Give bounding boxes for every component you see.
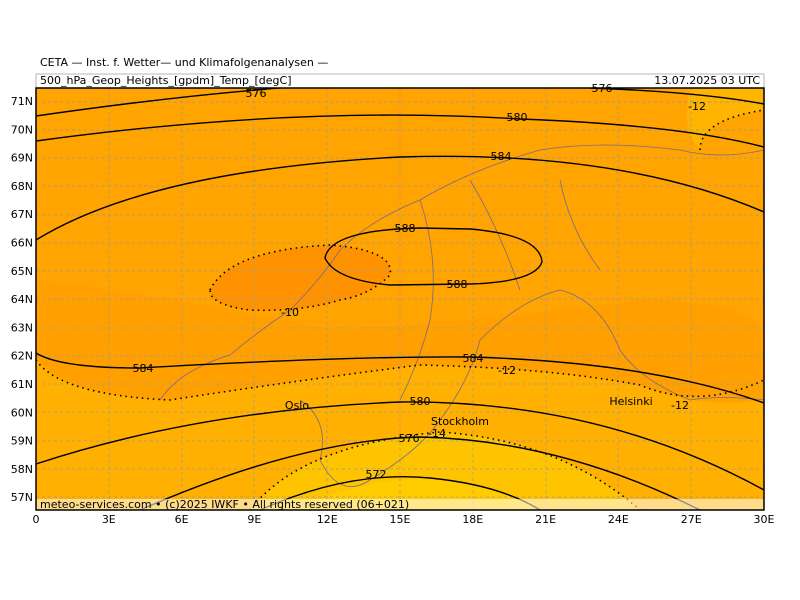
- contour-label: 580: [410, 395, 431, 408]
- lon-label: 0: [33, 513, 40, 526]
- temp-label: -12: [688, 100, 706, 113]
- lat-label: 58N: [11, 463, 33, 476]
- subtitle: 500_hPa_Geop_Heights_[gpdm]_Temp_[degC]: [40, 74, 292, 87]
- temp-label: -10: [281, 306, 299, 319]
- lon-label: 30E: [754, 513, 775, 526]
- contour-label: 572: [366, 468, 387, 481]
- lon-label: 9E: [247, 513, 261, 526]
- city-label: Helsinki: [609, 395, 652, 408]
- title: CETA — Inst. f. Wetter— und Klimafolgena…: [40, 56, 328, 69]
- lat-label: 70N: [11, 123, 33, 136]
- temp-label: -12: [498, 364, 516, 377]
- coastlines: [159, 144, 764, 488]
- city-label: Stockholm: [431, 415, 489, 428]
- temp-label: -14: [428, 427, 446, 440]
- lon-label: 15E: [390, 513, 411, 526]
- lat-label: 68N: [11, 180, 33, 193]
- temp-label: -12: [671, 399, 689, 412]
- lat-label: 59N: [11, 435, 33, 448]
- contour-label: 576: [399, 432, 420, 445]
- city-label: Oslo: [285, 399, 309, 412]
- lon-label: 24E: [608, 513, 629, 526]
- lon-label: 18E: [462, 513, 483, 526]
- contour-label: 588: [395, 222, 416, 235]
- grid: [36, 88, 764, 510]
- contour-label: 576: [246, 87, 267, 100]
- lat-label: 61N: [11, 378, 33, 391]
- contour-label: 584: [463, 352, 484, 365]
- lat-label: 63N: [11, 321, 33, 334]
- contour-label: 576: [592, 82, 613, 95]
- contour-label: 588: [447, 278, 468, 291]
- map: [36, 88, 764, 510]
- lat-label: 57N: [11, 491, 33, 504]
- lon-label: 27E: [681, 513, 702, 526]
- contour-label: 580: [507, 111, 528, 124]
- lon-label: 3E: [102, 513, 116, 526]
- lat-label: 71N: [11, 95, 33, 108]
- footer: meteo-services.com • (c)2025 IWKF • All …: [40, 498, 409, 511]
- lat-label: 65N: [11, 265, 33, 278]
- contour-label: 584: [491, 150, 512, 163]
- date: 13.07.2025 03 UTC: [654, 74, 760, 87]
- lat-label: 69N: [11, 152, 33, 165]
- lon-label: 12E: [317, 513, 338, 526]
- lat-label: 60N: [11, 406, 33, 419]
- lat-label: 66N: [11, 237, 33, 250]
- lon-label: 6E: [175, 513, 189, 526]
- lat-label: 67N: [11, 208, 33, 221]
- lon-label: 21E: [535, 513, 556, 526]
- lat-label: 64N: [11, 293, 33, 306]
- lat-label: 62N: [11, 350, 33, 363]
- map-frame: [35, 87, 765, 511]
- contour-label: 584: [133, 362, 154, 375]
